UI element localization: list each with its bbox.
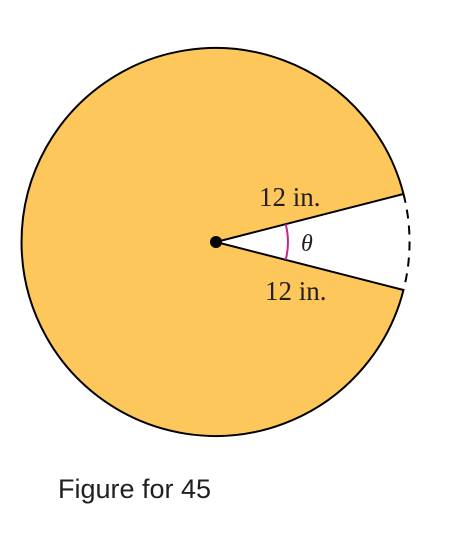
radius-label-lower: 12 in.	[265, 276, 327, 306]
radius-label-upper: 12 in.	[259, 182, 321, 212]
center-point	[210, 236, 222, 248]
angle-arc	[284, 223, 289, 261]
dashed-arc	[402, 193, 411, 291]
theta-label: θ	[301, 231, 313, 257]
figure-caption: Figure for 45	[58, 474, 212, 504]
